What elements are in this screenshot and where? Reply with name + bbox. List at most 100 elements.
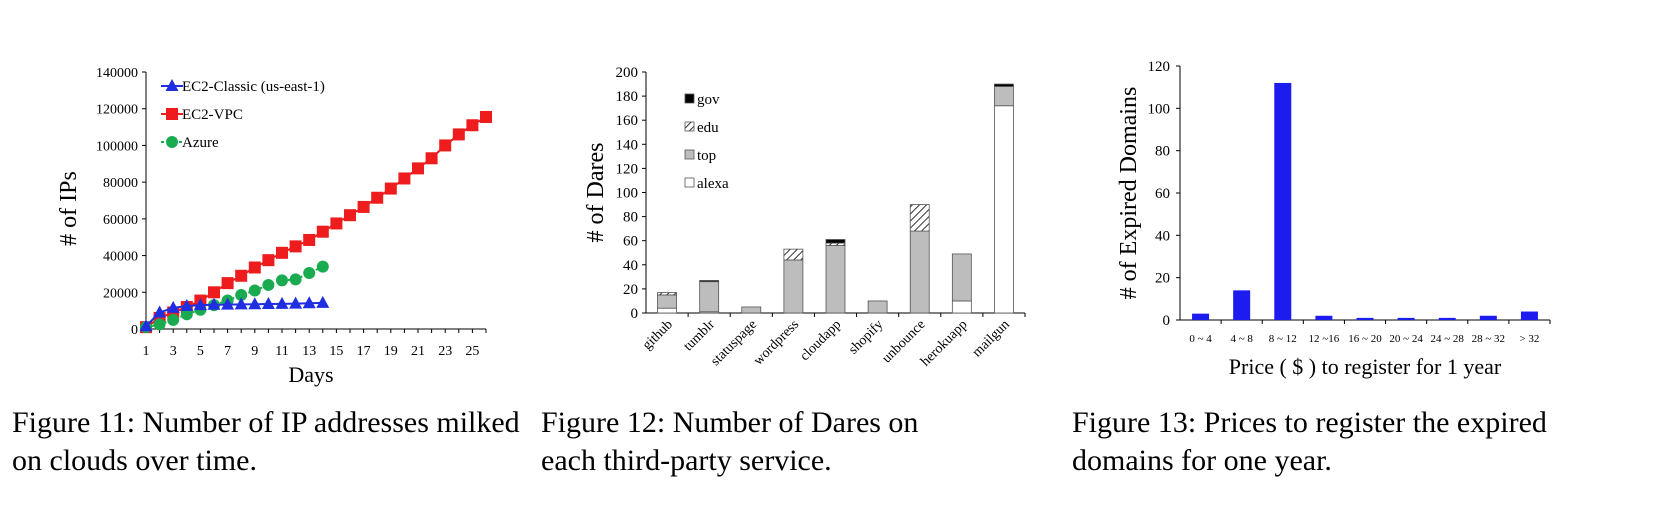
y-tick-label: 80 <box>623 210 638 226</box>
x-tick-label: shopify <box>846 317 886 357</box>
data-point <box>153 305 167 318</box>
x-tick-label: 28 ~ 32 <box>1472 333 1505 345</box>
x-tick-label: cloudapp <box>797 317 844 364</box>
bar-chart-prices: 0 20 40 60 80 100 120 # of Expired Domains Price… <box>1116 59 1551 379</box>
data-point <box>235 269 248 282</box>
bar-segment-top <box>741 306 762 314</box>
legend-label: edu <box>697 120 719 136</box>
data-point <box>303 233 316 246</box>
y-tick-label: 80000 <box>103 176 138 191</box>
data-point <box>303 267 316 280</box>
x-axis-title: Price ( $ ) to register for 1 year <box>1229 354 1502 379</box>
figure-11-number: Figure 11: <box>12 406 136 439</box>
y-tick-label: 0 <box>631 306 639 322</box>
y-tick-label: 40000 <box>103 250 138 265</box>
bar-segment-edu <box>909 204 930 232</box>
data-point <box>289 240 302 253</box>
y-tick-label: 180 <box>616 89 639 105</box>
x-tick-label: 21 <box>411 344 425 359</box>
bar <box>1315 315 1333 320</box>
x-tick-label: 9 <box>251 344 258 359</box>
figure-11: 0 20000 40000 60000 80000 100000 120000 140000 1… <box>0 0 560 527</box>
data-point <box>371 191 384 204</box>
x-tick-label: 0 ~ 4 <box>1189 333 1212 345</box>
y-tick-label: 100000 <box>96 139 138 154</box>
bar-segment-top <box>783 259 804 314</box>
data-point <box>398 172 411 185</box>
data-point <box>235 289 248 302</box>
bar <box>1479 315 1497 320</box>
data-point <box>167 313 180 326</box>
data-point <box>153 318 166 331</box>
legend-swatch <box>684 121 695 132</box>
data-point <box>139 319 153 332</box>
figure-12: 0 20 40 60 80 100 120 140 160 180 200 # of Dares git… <box>541 0 1105 527</box>
y-tick-label: 20 <box>623 282 638 298</box>
data-point <box>276 246 288 259</box>
series-ec2-classic-us-east-1- <box>139 295 330 332</box>
x-tick-label: 24 ~ 28 <box>1430 333 1464 345</box>
x-tick-label: mailgun <box>970 317 1013 360</box>
bar <box>1356 317 1374 320</box>
line-chart-ips: 0 20000 40000 60000 80000 100000 120000 140000 1… <box>56 66 492 387</box>
bar-segment-alexa <box>951 300 972 314</box>
x-tick-label: 17 <box>357 344 371 359</box>
data-point <box>221 297 235 310</box>
bar <box>1233 290 1251 320</box>
data-point <box>316 225 329 238</box>
data-point <box>289 296 303 309</box>
y-tick-label: 20000 <box>103 286 138 301</box>
figure-13: 0 20 40 60 80 100 120 # of Expired Domains Price… <box>1072 0 1678 527</box>
x-tick-label: 5 <box>197 344 204 359</box>
figure-12-text: Number of Dares on each third-party serv… <box>541 406 919 477</box>
x-tick-label: 19 <box>384 344 398 359</box>
data-point <box>180 299 194 312</box>
bar-segment-top <box>867 300 888 314</box>
y-axis-title: # of Dares <box>583 143 609 243</box>
x-tick-label: 12 ~16 <box>1309 333 1340 345</box>
x-tick-label: 3 <box>170 344 177 359</box>
figure-13-number: Figure 13: <box>1072 406 1197 439</box>
y-tick-label: 40 <box>1155 228 1170 244</box>
bar <box>1192 313 1210 320</box>
data-point <box>207 297 221 310</box>
legend-label: EC2-VPC <box>182 107 243 123</box>
y-tick-label: 120 <box>616 161 639 177</box>
legend-marker <box>166 136 178 148</box>
bar-segment-gov <box>699 280 720 283</box>
data-point <box>248 261 261 274</box>
bar-segment-top <box>699 281 720 313</box>
legend-label: top <box>697 148 716 164</box>
y-tick-label: 60 <box>623 234 638 250</box>
data-point <box>480 110 492 123</box>
bar <box>1438 317 1456 320</box>
bar-segment-edu <box>657 292 677 296</box>
x-tick-label: 4 ~ 8 <box>1230 333 1253 345</box>
figure-11-caption: Figure 11: Number of IP addresses milked… <box>12 404 552 480</box>
data-point <box>316 295 330 308</box>
y-axis-title: # of IPs <box>56 171 82 246</box>
data-point <box>208 286 220 299</box>
data-point <box>275 296 289 309</box>
data-point <box>330 217 343 230</box>
x-tick-label: 8 ~ 12 <box>1269 333 1297 345</box>
data-point <box>384 182 397 195</box>
legend-label: Azure <box>182 135 219 151</box>
legend-swatch <box>684 177 695 188</box>
y-tick-label: 100 <box>1148 101 1171 117</box>
bar <box>1520 311 1538 320</box>
data-point <box>357 200 370 213</box>
legend-marker <box>165 79 179 91</box>
x-tick-label: 13 <box>302 344 316 359</box>
x-tick-label: 25 <box>465 344 479 359</box>
y-tick-label: 40 <box>623 258 638 274</box>
y-tick-label: 120 <box>1148 59 1171 75</box>
y-tick-label: 100 <box>616 186 639 202</box>
x-tick-label: 1 <box>143 344 150 359</box>
x-tick-label: 11 <box>275 344 288 359</box>
data-point <box>180 308 193 321</box>
legend-swatch <box>684 93 695 104</box>
legend-marker <box>166 108 178 120</box>
y-tick-label: 60000 <box>103 213 138 228</box>
y-axis-title: # of Expired Domains <box>1116 87 1142 300</box>
